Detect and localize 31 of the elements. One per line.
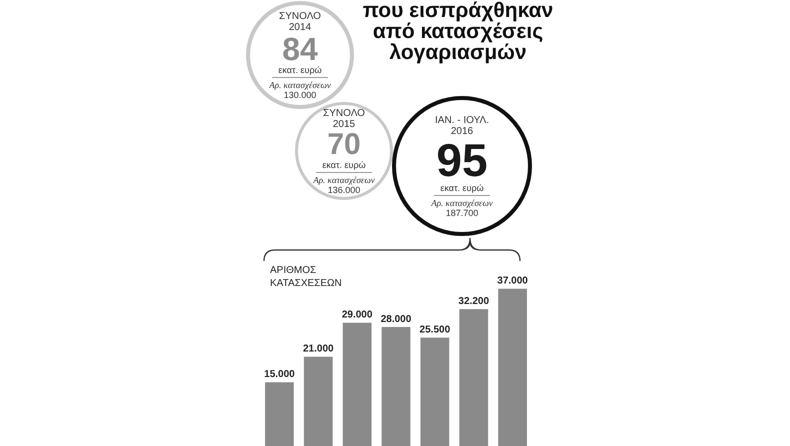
data-label: 136.000 — [328, 184, 360, 194]
text: Αρ. κατασχέσεων — [269, 80, 331, 90]
category-label: ΣΥΝΟΛΟ 2014 — [279, 10, 321, 32]
data-label: 187.700 — [446, 208, 478, 218]
data-label: 15.000 — [264, 369, 296, 380]
text: που εισπράχθηκαν από κατασχέσεις λογαριασμών — [362, 0, 554, 64]
y-axis-title: ΑΡΙΘΜΟΣ ΚΑΤΑΣΧΕΣΕΩΝ — [270, 264, 343, 290]
data-label: 28.000 — [380, 314, 412, 325]
bar — [304, 356, 333, 446]
bar — [420, 338, 450, 446]
data-label: 130.000 — [284, 90, 316, 100]
bar — [342, 322, 372, 446]
text: Αρ. κατασχέσεων — [431, 198, 493, 208]
data-label: 32.200 — [458, 296, 490, 307]
data-label: 70 — [327, 128, 361, 160]
category-label: ΙΑΝ. - ΙΟΥΛ. 2016 — [435, 114, 489, 136]
text: εκατ. ευρώ — [440, 182, 484, 192]
text: Αρ. κατασχέσεων — [313, 174, 375, 184]
data-label: 37.000 — [497, 276, 528, 286]
bar — [265, 382, 294, 446]
bar — [498, 288, 527, 446]
data-label: 29.000 — [342, 310, 373, 320]
bar — [459, 309, 488, 446]
data-label: 95 — [436, 134, 488, 186]
data-label: 25.500 — [420, 324, 451, 336]
data-label: 84 — [282, 30, 318, 66]
category-label: ΣΥΝΟΛΟ 2015 — [323, 108, 365, 130]
data-label: 21.000 — [302, 344, 334, 354]
bar — [382, 327, 410, 446]
text: εκατ. ευρώ — [322, 160, 366, 170]
text: εκατ. ευρώ — [272, 64, 328, 78]
